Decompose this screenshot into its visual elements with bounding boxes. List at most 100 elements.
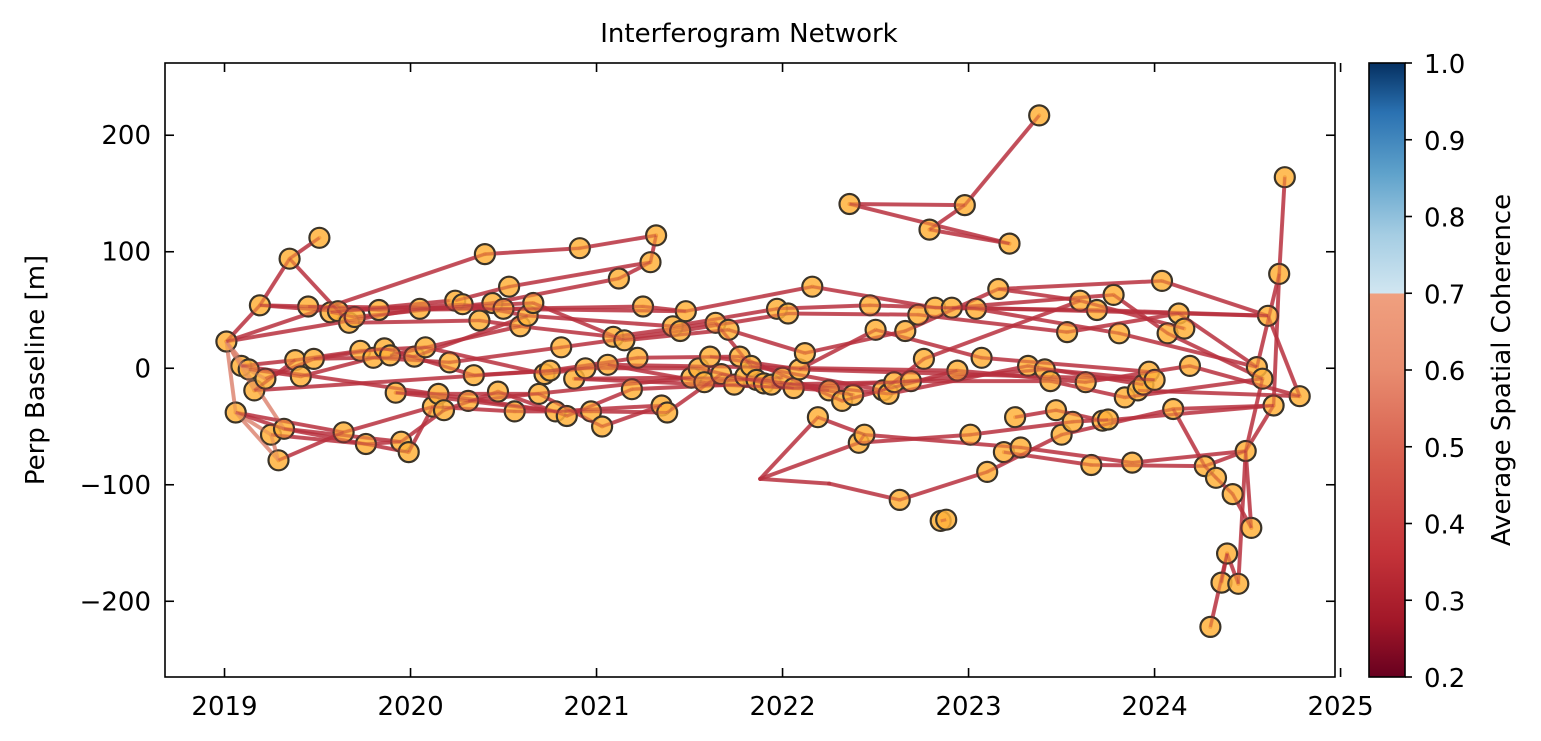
interferogram-edge-overlay xyxy=(235,411,285,431)
interferogram-edge-overlay xyxy=(888,364,1029,396)
interferogram-edge-overlay xyxy=(1050,379,1126,399)
interferogram-edge xyxy=(1277,175,1287,276)
acquisition-point xyxy=(669,319,692,343)
interferogram-edge xyxy=(224,339,238,415)
interferogram-edge-overlay xyxy=(858,433,971,445)
interferogram-edge-overlay xyxy=(1132,449,1246,465)
colorbar-tick-label: 0.5 xyxy=(1424,434,1465,464)
acquisition-point xyxy=(1162,397,1185,421)
interferogram-edge-overlay xyxy=(308,305,379,312)
acquisition-point xyxy=(1055,321,1079,344)
interferogram-edge-overlay xyxy=(637,355,740,360)
acquisition-point xyxy=(473,243,496,266)
interferogram-edge-overlay xyxy=(798,328,877,371)
acquisition-point xyxy=(607,267,631,290)
interferogram-edge-overlay xyxy=(264,357,315,381)
interferogram-edge-overlay xyxy=(869,303,977,311)
interferogram-edge-overlay xyxy=(241,358,296,368)
interferogram-edge-overlay xyxy=(484,246,580,256)
interferogram-edge-overlay xyxy=(666,372,723,414)
y-axis-label: Perp Baseline [m] xyxy=(21,255,51,485)
interferogram-edge-overlay xyxy=(449,345,562,364)
acquisition-point xyxy=(656,401,679,424)
acquisition-point xyxy=(1251,367,1274,390)
acquisition-point xyxy=(1256,304,1280,327)
acquisition-point xyxy=(613,329,636,352)
acquisition-point xyxy=(674,300,697,323)
acquisition-point xyxy=(964,297,988,320)
interferogram-edge xyxy=(1160,278,1270,318)
y-tick-label: 200 xyxy=(101,121,151,151)
acquisition-point xyxy=(644,224,668,247)
interferogram-edge-overlay xyxy=(607,363,958,373)
acquisition-point xyxy=(620,378,644,401)
acquisition-point xyxy=(302,347,325,370)
interferogram-edge-overlay xyxy=(607,363,705,384)
interferogram-edge-overlay xyxy=(882,357,925,392)
interferogram-edge-overlay xyxy=(225,340,243,367)
colorbar-tick-label: 0.3 xyxy=(1424,587,1465,617)
interferogram-edge-overlay xyxy=(857,433,866,444)
interferogram-edge-overlay xyxy=(624,328,729,342)
acquisition-point xyxy=(776,302,800,325)
interferogram-edge-overlay xyxy=(975,307,1120,335)
interferogram-edge xyxy=(961,305,1270,318)
acquisition-point xyxy=(248,294,271,317)
interferogram-edge-overlay xyxy=(899,470,988,502)
interferogram-edge-overlay xyxy=(492,277,620,305)
acquisition-point xyxy=(397,441,420,464)
acquisition-point xyxy=(1221,483,1244,506)
interferogram-edge-overlay xyxy=(709,355,800,371)
interferogram-edge-overlay xyxy=(1061,407,1174,437)
interferogram-edge-overlay xyxy=(1244,378,1264,452)
acquisition-point xyxy=(278,247,301,270)
acquisition-point xyxy=(1061,410,1084,433)
acquisition-point xyxy=(1199,615,1222,639)
interferogram-edge-overlay xyxy=(649,235,658,263)
colorbar: 1.0 0.9 0.8 0.7 0.6 0.5 0.4 0.3 0.2 Average Spat… xyxy=(1368,50,1517,694)
acquisition-point xyxy=(1003,406,1027,429)
interferogram-edge-overlay xyxy=(672,307,778,328)
interferogram-edge-overlay xyxy=(574,377,794,390)
interferogram-edge-overlay xyxy=(1255,273,1281,368)
interferogram-edge xyxy=(1266,313,1302,399)
interferogram-edge-overlay xyxy=(759,441,860,481)
interferogram-edge-overlay xyxy=(1118,331,1258,369)
interferogram-edge-overlay xyxy=(904,287,999,333)
interferogram-edge xyxy=(1243,376,1265,453)
interferogram-edge-overlay xyxy=(940,518,947,523)
interferogram-edge-overlay xyxy=(532,301,625,342)
interferogram-edge-overlay xyxy=(951,293,1114,310)
interferogram-edge-overlay xyxy=(698,366,765,385)
acquisition-point xyxy=(698,345,722,368)
interferogram-edge-overlay xyxy=(378,307,504,312)
interferogram-edge-overlay xyxy=(226,307,421,343)
acquisition-point xyxy=(254,367,277,390)
acquisition-point xyxy=(894,319,917,343)
interferogram-edge-overlay xyxy=(894,367,1045,384)
interferogram-edge-overlay xyxy=(739,355,843,403)
interferogram-edge xyxy=(1243,449,1254,530)
acquisition-point xyxy=(858,294,882,317)
interferogram-edge-overlay xyxy=(224,341,238,413)
interferogram-edge-overlay xyxy=(759,416,819,480)
interferogram-edge-overlay xyxy=(998,279,1163,291)
x-tick-label: 2021 xyxy=(563,692,629,722)
interferogram-edge-overlay xyxy=(269,434,280,461)
interferogram-edge-overlay xyxy=(720,372,794,390)
interferogram-edge-overlay xyxy=(520,324,614,339)
interferogram-edge-overlay xyxy=(294,349,361,362)
interferogram-edge-overlay xyxy=(963,114,1041,207)
acquisition-point xyxy=(503,400,526,423)
interferogram-edge-overlay xyxy=(443,390,499,412)
interferogram-edge-overlay xyxy=(527,314,673,328)
colorbar-tick-label: 0.8 xyxy=(1424,204,1465,234)
acquisition-point xyxy=(1178,354,1202,377)
acquisition-point xyxy=(864,318,887,341)
interferogram-edge-overlay xyxy=(288,257,351,324)
interferogram-edge xyxy=(758,476,832,486)
interferogram-edge xyxy=(1117,331,1259,370)
interferogram-edge-overlay xyxy=(479,319,521,328)
interferogram-edge-overlay xyxy=(1072,418,1109,424)
